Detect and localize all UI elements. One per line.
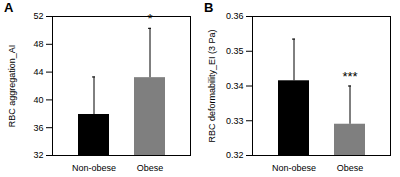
svg-text:Non-obese: Non-obese (272, 163, 316, 173)
svg-text:***: *** (342, 69, 357, 84)
svg-text:Obese: Obese (137, 163, 164, 173)
svg-text:Non-obese: Non-obese (72, 163, 116, 173)
svg-text:Obese: Obese (337, 163, 364, 173)
svg-text:*: * (147, 11, 152, 26)
svg-text:0.35: 0.35 (226, 46, 244, 56)
svg-text:36: 36 (33, 123, 43, 133)
svg-text:RBC deformability_EI (3 Pa): RBC deformability_EI (3 Pa) (207, 29, 217, 142)
svg-text:0.32: 0.32 (226, 150, 244, 160)
svg-text:0.36: 0.36 (226, 11, 244, 21)
svg-text:44: 44 (33, 67, 43, 77)
svg-text:48: 48 (33, 39, 43, 49)
svg-text:0.33: 0.33 (226, 116, 244, 126)
svg-text:RBC aggregation_AI: RBC aggregation_AI (7, 45, 17, 128)
html-text:B: B (204, 0, 214, 15)
html-text:A: A (4, 0, 14, 15)
svg-text:0.34: 0.34 (226, 81, 244, 91)
svg-text:32: 32 (33, 150, 43, 160)
svg-text:40: 40 (33, 95, 43, 105)
svg-text:52: 52 (33, 11, 43, 21)
